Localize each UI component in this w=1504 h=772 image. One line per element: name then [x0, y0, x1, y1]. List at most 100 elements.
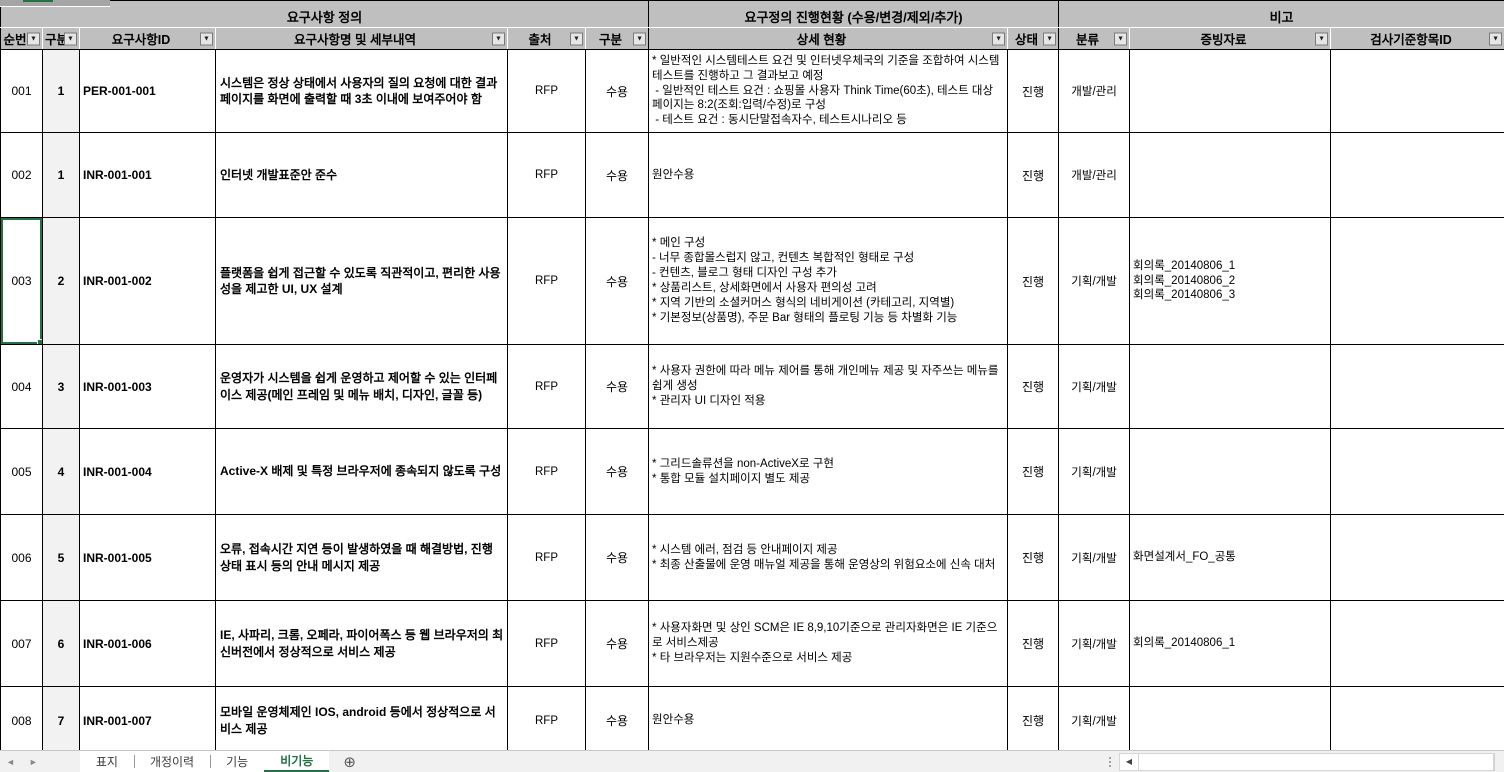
cell-inspection-criteria-id[interactable] — [1330, 514, 1504, 601]
cell-acceptance-type[interactable]: 수용 — [584, 49, 650, 133]
cell-classification[interactable]: 기획/개발 — [1058, 686, 1131, 755]
cell-requirement-name[interactable]: 시스템은 정상 상태에서 사용자의 질의 요청에 대한 결과 페이지를 화면에 … — [215, 49, 508, 133]
cell-acceptance-type[interactable]: 수용 — [584, 686, 650, 755]
cell-requirement-id[interactable]: INR-001-006 — [79, 600, 216, 687]
filter-button[interactable]: ▼ — [1043, 32, 1057, 45]
cell-evidence[interactable]: 회의록_20140806_1 — [1129, 600, 1332, 687]
fill-handle[interactable] — [37, 339, 42, 344]
cell-inspection-criteria-id[interactable] — [1330, 344, 1504, 429]
filter-button[interactable]: ▼ — [64, 32, 77, 45]
cell-status[interactable]: 진행 — [1007, 217, 1060, 345]
sheet-tab-revision-history[interactable]: 개정이력 — [133, 751, 211, 772]
cell-classification[interactable]: 개발/관리 — [1058, 132, 1131, 218]
cell-status[interactable]: 진행 — [1007, 49, 1060, 133]
cell-requirement-id[interactable]: INR-001-004 — [79, 428, 216, 515]
cell-evidence[interactable] — [1129, 49, 1332, 133]
filter-button[interactable]: ▼ — [633, 32, 647, 45]
add-sheet-button[interactable]: ⊕ — [343, 751, 356, 772]
column-header-status[interactable]: 상태 ▼ — [1007, 27, 1060, 50]
cell-group-no[interactable]: 6 — [42, 600, 80, 687]
cell-detail-status[interactable]: * 그리드솔류션을 non-ActiveX로 구현 * 통합 모듈 설치페이지 … — [648, 428, 1009, 515]
filter-button[interactable]: ▼ — [200, 32, 213, 45]
cell-classification[interactable]: 기획/개발 — [1058, 344, 1131, 429]
cell-classification[interactable]: 개발/관리 — [1058, 49, 1131, 133]
cell-acceptance-type[interactable]: 수용 — [584, 514, 650, 601]
cell-classification[interactable]: 기획/개발 — [1058, 217, 1131, 345]
filter-button[interactable]: ▼ — [1315, 32, 1329, 45]
cell-inspection-criteria-id[interactable] — [1330, 132, 1504, 218]
cell-requirement-id[interactable]: INR-001-001 — [79, 132, 216, 218]
filter-button[interactable]: ▼ — [570, 32, 583, 45]
cell-seq-no[interactable]: 008 — [0, 686, 43, 755]
cell-inspection-criteria-id[interactable] — [1330, 49, 1504, 133]
cell-evidence[interactable] — [1129, 428, 1332, 515]
column-header-classification[interactable]: 분류 ▼ — [1058, 27, 1131, 50]
cell-evidence[interactable]: 화면설계서_FO_공통 — [1129, 514, 1332, 601]
cell-seq-no[interactable]: 006 — [0, 514, 43, 601]
sheet-nav-right-icon[interactable]: ► — [28, 756, 38, 767]
column-header-inspection-criteria-id[interactable]: 검사기준항목ID ▼ — [1330, 27, 1504, 50]
cell-detail-status[interactable]: * 일반적인 시스템테스트 요건 및 인터넷우체국의 기준을 조합하여 시스템테… — [648, 49, 1009, 133]
cell-inspection-criteria-id[interactable] — [1330, 686, 1504, 755]
cell-source[interactable]: RFP — [507, 600, 586, 687]
cell-group-no[interactable]: 1 — [42, 132, 80, 218]
cell-seq-no[interactable]: 001 — [0, 49, 43, 133]
scrollbar-track[interactable] — [1139, 752, 1494, 771]
cell-detail-status[interactable]: * 시스템 에러, 점검 등 안내페이지 제공 * 최종 산출물에 운영 매뉴얼… — [648, 514, 1009, 601]
cell-seq-no[interactable]: 005 — [0, 428, 43, 515]
column-header-evidence[interactable]: 증빙자료 ▼ — [1129, 27, 1332, 50]
scrollbar-splitter-handle[interactable] — [1101, 751, 1119, 772]
filter-button[interactable]: ▼ — [992, 32, 1006, 45]
column-header-group-no[interactable]: 구분 ▼ — [42, 27, 80, 50]
cell-requirement-id[interactable]: PER-001-001 — [79, 49, 216, 133]
cell-seq-no[interactable]: 004 — [0, 344, 43, 429]
sheet-nav-left-icon[interactable]: ◄ — [6, 756, 15, 767]
column-header-source[interactable]: 출처 ▼ — [507, 27, 586, 50]
filter-button[interactable]: ▼ — [27, 32, 40, 45]
column-header-requirement-name[interactable]: 요구사항명 및 세부내역 ▼ — [215, 27, 508, 50]
cell-group-no[interactable]: 3 — [42, 344, 80, 429]
cell-requirement-name[interactable]: IE, 사파리, 크롬, 오페라, 파이어폭스 등 웹 브라우저의 최신버전에서… — [215, 600, 508, 687]
cell-status[interactable]: 진행 — [1007, 132, 1060, 218]
cell-status[interactable]: 진행 — [1007, 514, 1060, 601]
cell-requirement-id[interactable]: INR-001-003 — [79, 344, 216, 429]
cell-detail-status[interactable]: * 사용자 권한에 따라 메뉴 제어를 통해 개인메뉴 제공 및 자주쓰는 메뉴… — [648, 344, 1009, 429]
column-header-requirement-id[interactable]: 요구사항ID ▼ — [79, 27, 216, 50]
cell-evidence[interactable] — [1129, 686, 1332, 755]
cell-source[interactable]: RFP — [507, 344, 586, 429]
cell-requirement-name[interactable]: 인터넷 개발표준안 준수 — [215, 132, 508, 218]
cell-requirement-id[interactable]: INR-001-007 — [79, 686, 216, 755]
cell-detail-status[interactable]: 원안수용 — [648, 686, 1009, 755]
column-header-detail-status[interactable]: 상세 현황 ▼ — [648, 27, 1009, 50]
cell-inspection-criteria-id[interactable] — [1330, 428, 1504, 515]
cell-acceptance-type[interactable]: 수용 — [584, 600, 650, 687]
cell-acceptance-type[interactable]: 수용 — [584, 217, 650, 345]
cell-status[interactable]: 진행 — [1007, 428, 1060, 515]
cell-requirement-name[interactable]: 플랫폼을 쉽게 접근할 수 있도록 직관적이고, 편리한 사용성을 제고한 UI… — [215, 217, 508, 345]
cell-seq-no[interactable]: 002 — [0, 132, 43, 218]
cell-detail-status[interactable]: 원안수용 — [648, 132, 1009, 218]
cell-detail-status[interactable]: * 메인 구성 - 너무 종합몰스럽지 않고, 컨텐츠 복합적인 형태로 구성 … — [648, 217, 1009, 345]
cell-group-no[interactable]: 2 — [42, 217, 80, 345]
scroll-left-button[interactable]: ◀ — [1119, 752, 1139, 771]
filter-button[interactable]: ▼ — [492, 32, 505, 45]
cell-acceptance-type[interactable]: 수용 — [584, 344, 650, 429]
cell-evidence[interactable]: 회의록_20140806_1 회의록_20140806_2 회의록_201408… — [1129, 217, 1332, 345]
cell-acceptance-type[interactable]: 수용 — [584, 132, 650, 218]
column-header-acceptance-type[interactable]: 구분 ▼ — [584, 27, 650, 50]
filter-button[interactable]: ▼ — [1114, 32, 1128, 45]
column-header-seq-no[interactable]: 순번 ▼ — [0, 27, 43, 50]
cell-group-no[interactable]: 5 — [42, 514, 80, 601]
sheet-tab-cover[interactable]: 표지 — [79, 751, 134, 772]
cell-source[interactable]: RFP — [507, 49, 586, 133]
sheet-tab-non-functional[interactable]: 비기능 — [264, 751, 330, 772]
cell-inspection-criteria-id[interactable] — [1330, 600, 1504, 687]
cell-group-no[interactable]: 1 — [42, 49, 80, 133]
filter-button[interactable]: ▼ — [1489, 32, 1503, 45]
cell-classification[interactable]: 기획/개발 — [1058, 600, 1131, 687]
group-header-remarks[interactable]: 비고 — [1058, 0, 1504, 28]
cell-requirement-id[interactable]: INR-001-005 — [79, 514, 216, 601]
cell-source[interactable]: RFP — [507, 217, 586, 345]
cell-source[interactable]: RFP — [507, 428, 586, 515]
cell-group-no[interactable]: 4 — [42, 428, 80, 515]
